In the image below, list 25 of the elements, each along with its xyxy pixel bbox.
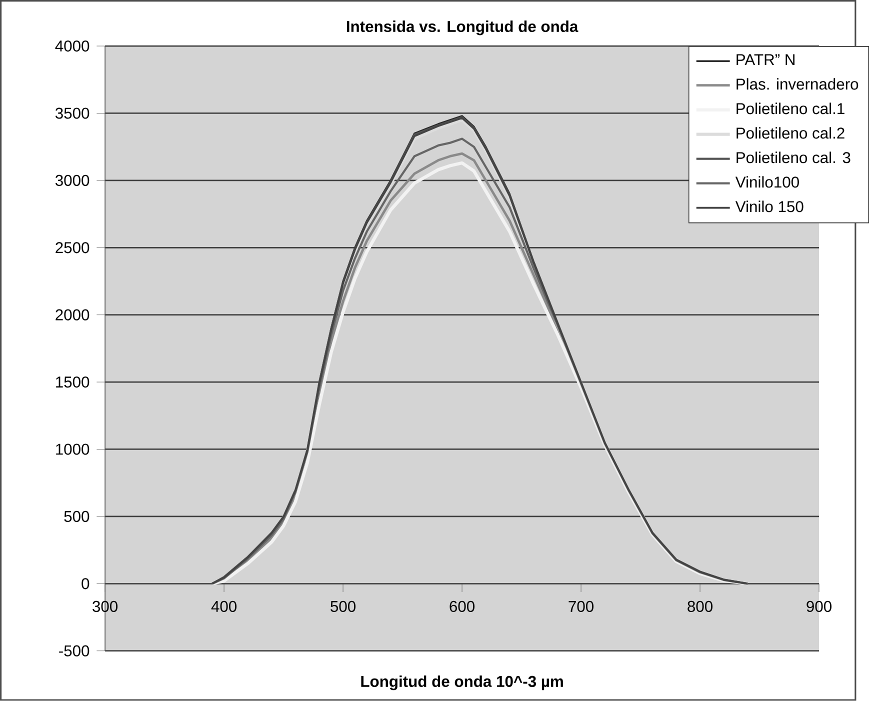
legend-label: Vinilo 150 <box>735 200 804 212</box>
y-tick-label: 1000 <box>56 444 90 455</box>
chart-title: Intensida vs. Longitud de onda <box>346 20 578 36</box>
y-tick-label: 1500 <box>56 376 90 388</box>
y-tick-label: 4000 <box>55 40 90 52</box>
y-tick-label: 2000 <box>56 309 90 320</box>
y-tick-label: 0 <box>82 578 90 590</box>
legend-label: Polietileno cal.2 <box>736 127 844 139</box>
x-tick-label: 400 <box>211 601 237 612</box>
legend-label: Vinilo100 <box>735 176 799 188</box>
x-tick-label: 500 <box>330 601 356 612</box>
x-tick-label: 800 <box>688 601 712 612</box>
y-tick-label: -500 <box>59 645 90 656</box>
legend-label: PATR” N <box>736 54 794 66</box>
y-tick-label: 3000 <box>55 174 90 186</box>
y-tick-label: 3500 <box>55 108 90 119</box>
y-tick-label: 2500 <box>56 242 90 254</box>
legend-label: Polietileno cal. 3 <box>736 152 850 164</box>
legend-label: Polietileno cal.1 <box>736 102 844 114</box>
legend-label: Plas. invernadero <box>736 78 858 90</box>
x-tick-label: 700 <box>568 601 594 612</box>
x-tick-label: 900 <box>806 601 832 612</box>
x-tick-label: 600 <box>450 601 475 612</box>
y-tick-label: 500 <box>64 510 90 522</box>
x-axis-title: Longitud de onda 10^-3 µm <box>361 676 563 690</box>
